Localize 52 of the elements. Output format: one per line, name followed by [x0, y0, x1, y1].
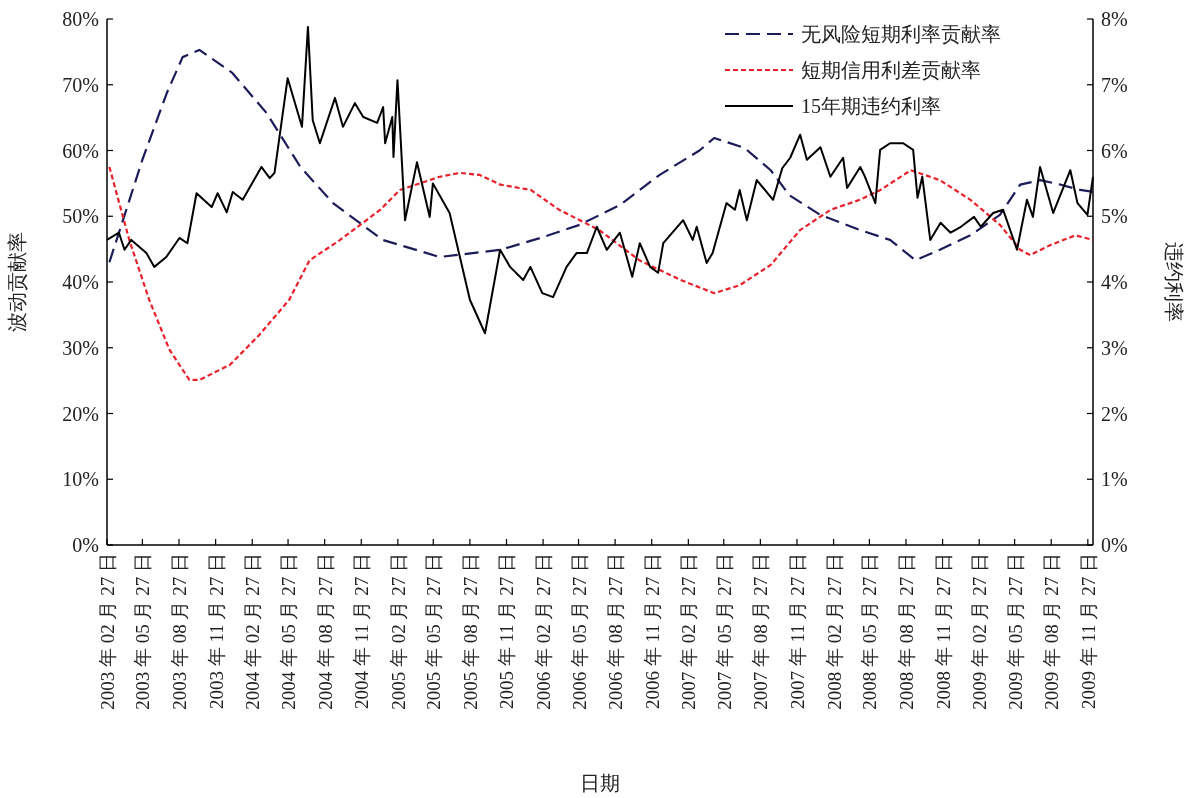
x-tick-label: 2005 年 05 月 27 日: [423, 553, 445, 710]
x-tick-label: 2008 年 02 月 27 日: [823, 553, 845, 710]
x-tick-label: 2005 年 02 月 27 日: [387, 553, 409, 710]
x-tick-label: 2005 年 08 月 27 日: [459, 553, 481, 710]
y-tick-label: 80%: [62, 8, 99, 30]
x-tick-label: 2003 年 02 月 27 日: [97, 553, 118, 710]
legend-label: 15年期违约利率: [801, 95, 941, 117]
y-tick-label: 30%: [62, 336, 99, 359]
y-tick-label: 40%: [62, 271, 99, 293]
x-tick-label: 2007 年 05 月 27 日: [713, 553, 735, 710]
x-tick-label: 2004 年 08 月 27 日: [314, 553, 336, 710]
y2-axis-title: 违约利率: [1163, 242, 1185, 322]
x-tick-label: 2007 年 08 月 27 日: [750, 553, 772, 710]
y2-tick-label: 8%: [1101, 8, 1128, 30]
x-tick-label: 2008 年 08 月 27 日: [895, 553, 917, 710]
x-tick-label: 2004 年 11 月 27 日: [351, 553, 373, 710]
x-tick-label: 2003 年 11 月 27 日: [205, 553, 227, 710]
x-tick-label: 2009 年 08 月 27 日: [1041, 553, 1063, 710]
y2-tick-label: 7%: [1101, 73, 1128, 96]
x-tick-label: 2009 年 02 月 27 日: [969, 553, 991, 710]
x-tick-label: 2009 年 05 月 27 日: [1004, 553, 1026, 710]
y2-tick-label: 3%: [1101, 336, 1128, 359]
x-tick-label: 2003 年 08 月 27 日: [169, 553, 191, 710]
x-tick-label: 2007 年 02 月 27 日: [678, 553, 700, 710]
x-tick-label: 2006 年 11 月 27 日: [641, 553, 663, 710]
y-tick-label: 50%: [62, 205, 99, 228]
legend-label: 短期信用利差贡献率: [801, 59, 981, 81]
y-tick-label: 0%: [72, 534, 99, 556]
x-axis-title: 日期: [580, 772, 620, 794]
y2-tick-label: 1%: [1101, 468, 1128, 491]
y-tick-label: 20%: [62, 402, 99, 425]
x-tick-label: 2004 年 02 月 27 日: [242, 553, 264, 710]
y-axis-title: 波动贡献率: [6, 232, 28, 332]
y-tick-label: 10%: [62, 468, 99, 491]
x-tick-label: 2006 年 05 月 27 日: [568, 553, 590, 710]
y2-tick-label: 0%: [1101, 534, 1128, 556]
y-tick-label: 70%: [62, 73, 99, 96]
y2-tick-label: 6%: [1101, 139, 1128, 162]
x-tick-label: 2008 年 05 月 27 日: [859, 553, 881, 710]
y-tick-label: 60%: [62, 139, 99, 162]
y2-tick-label: 5%: [1101, 205, 1128, 228]
x-tick-label: 2006 年 08 月 27 日: [605, 553, 627, 710]
y2-tick-label: 2%: [1101, 402, 1128, 425]
legend-label: 无风险短期利率贡献率: [801, 23, 1001, 45]
x-tick-label: 2006 年 02 月 27 日: [533, 553, 555, 710]
y2-tick-label: 4%: [1101, 271, 1128, 293]
x-tick-label: 2005 年 11 月 27 日: [496, 553, 518, 710]
x-tick-label: 2007 年 11 月 27 日: [786, 553, 808, 710]
x-tick-label: 2008 年 11 月 27 日: [932, 553, 954, 710]
x-tick-label: 2003 年 05 月 27 日: [132, 553, 154, 710]
x-tick-label: 2009 年 11 月 27 日: [1077, 553, 1099, 710]
x-tick-label: 2004 年 05 月 27 日: [278, 553, 300, 710]
